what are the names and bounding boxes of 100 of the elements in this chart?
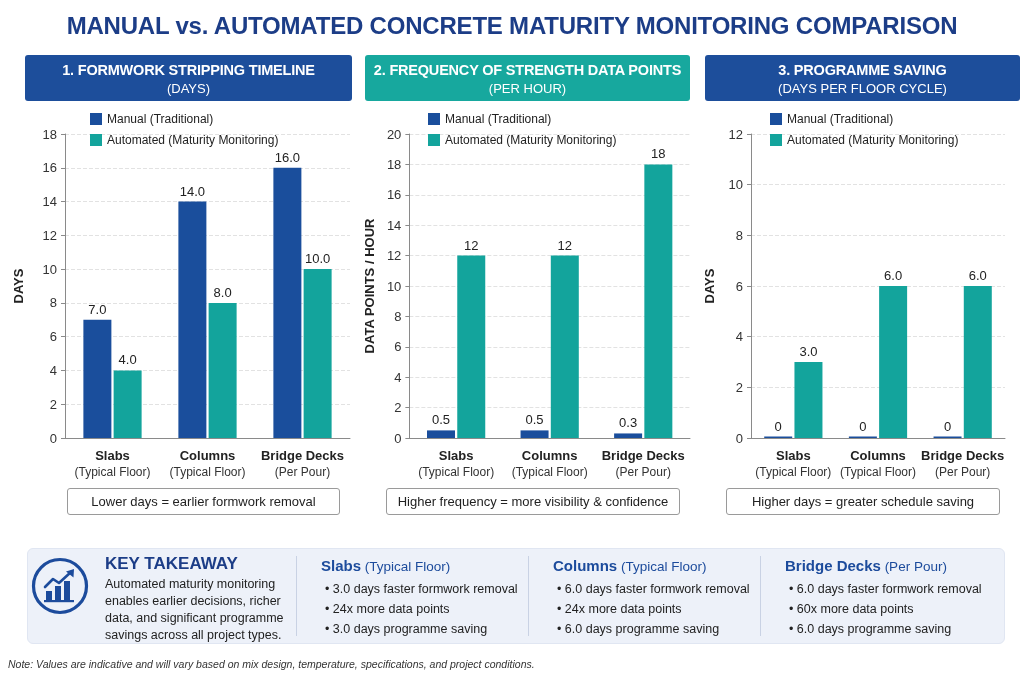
y-tick-label: 14 [42, 194, 57, 210]
bar [178, 201, 207, 438]
y-tick-label: 0 [49, 430, 57, 446]
data-label: 0 [859, 418, 867, 434]
legend-label: Manual (Traditional) [445, 112, 552, 126]
y-tick-label: 20 [386, 126, 402, 142]
text: Bridge Decks (Per Pour) [785, 557, 947, 574]
data-label: 0.5 [525, 412, 544, 428]
x-tick-label: Bridge Decks (Per Pour) [601, 448, 685, 479]
data-label: 0.3 [619, 415, 638, 431]
data-label: 4.0 [118, 352, 137, 368]
text: • 6.0 days faster formwork removal [556, 581, 751, 598]
y-tick-label: 16 [386, 187, 402, 203]
chart-subtitle: (DAYS) [165, 80, 212, 98]
y-tick-label: 6 [735, 278, 743, 294]
text: • 6.0 days programme saving [788, 621, 953, 638]
y-tick-label: 8 [394, 308, 402, 324]
y-tick-label: 8 [735, 227, 743, 243]
text: Higher frequency = more visibility & confidence [386, 488, 680, 515]
data-label: 8.0 [213, 284, 232, 300]
text: • 3.0 days programme saving [324, 621, 489, 638]
text: Note: Values are indicative and will vary based on mix design, temperature, specifications, and project conditions. [8, 658, 535, 670]
data-label: 16.0 [274, 149, 301, 165]
text: Higher days = greater schedule saving [726, 488, 1000, 515]
x-tick-label: Columns (Typical Floor) [511, 448, 588, 479]
chart-subtitle: (DAYS PER FLOOR CYCLE) [777, 80, 948, 98]
legend-label: Automated (Maturity Monitoring) [445, 133, 617, 147]
y-tick-label: 0 [394, 430, 402, 446]
bar [208, 302, 237, 438]
data-label: 10.0 [304, 251, 331, 267]
bar [794, 362, 823, 438]
y-tick-label: 4 [735, 329, 743, 345]
text: MANUAL vs. AUTOMATED CONCRETE MATURITY MONITORING COMPARISON [65, 12, 959, 40]
text: Slabs (Typical Floor) [321, 557, 451, 574]
legend-label: Manual (Traditional) [787, 112, 894, 126]
bar [550, 255, 579, 438]
data-label: 12 [464, 237, 479, 253]
legend-label: Automated (Maturity Monitoring) [787, 133, 959, 147]
chart-title: 3. PROGRAMME SAVING [777, 61, 948, 80]
chart-title: 1. FORMWORK STRIPPING TIMELINE [61, 61, 316, 80]
y-tick-label: 4 [49, 362, 57, 378]
bar [303, 269, 332, 438]
y-tick-label: 2 [49, 396, 57, 412]
y-tick-label: 2 [735, 379, 743, 395]
text: • 60x more data points [788, 601, 915, 618]
bar [644, 164, 673, 438]
y-tick-label: 12 [42, 227, 57, 243]
chart-title: 2. FREQUENCY OF STRENGTH DATA POINTS [372, 61, 683, 80]
chart-subtitle: (PER HOUR) [487, 80, 568, 98]
bar [427, 430, 456, 438]
y-tick-label: 10 [386, 278, 402, 294]
x-tick-label: Columns (Typical Floor) [839, 448, 917, 479]
y-tick-label: 16 [42, 160, 57, 176]
y-tick-label: 18 [42, 126, 57, 142]
bar [963, 286, 992, 438]
y-tick-label: 6 [394, 339, 402, 355]
y-tick-label: 14 [386, 217, 402, 233]
bar [113, 370, 142, 438]
x-tick-label: Columns (Typical Floor) [169, 448, 246, 479]
x-tick-label: Bridge Decks (Per Pour) [260, 448, 345, 479]
bar [457, 255, 486, 438]
y-tick-label: 2 [394, 400, 402, 416]
x-tick-label: Bridge Decks (Per Pour) [921, 448, 1005, 479]
text: • 3.0 days faster formwork removal [324, 581, 519, 598]
y-tick-label: 12 [386, 248, 402, 264]
y-tick-label: 4 [394, 369, 402, 385]
data-label: 0 [774, 418, 782, 434]
legend-label: Manual (Traditional) [107, 112, 214, 126]
data-label: 6.0 [884, 268, 903, 283]
y-tick-label: 0 [735, 430, 743, 446]
data-label: 0.5 [431, 412, 451, 428]
y-tick-label: 10 [42, 261, 57, 277]
text: KEY TAKEAWAY [105, 554, 238, 574]
text: • 24x more data points [556, 601, 683, 618]
data-label: 12 [557, 237, 573, 253]
text: Columns (Typical Floor) [553, 557, 707, 574]
data-label: 18 [651, 146, 666, 162]
text: Lower days = earlier formwork removal [67, 488, 340, 515]
data-label: 3.0 [799, 344, 818, 359]
x-tick-label: Slabs (Typical Floor) [74, 448, 151, 479]
bar [520, 430, 549, 438]
bar [614, 433, 643, 438]
bar [273, 167, 302, 438]
text: • 24x more data points [324, 601, 451, 618]
x-tick-label: Slabs (Typical Floor) [418, 448, 495, 479]
y-tick-label: 12 [728, 126, 743, 142]
y-tick-label: 6 [49, 329, 57, 345]
data-label: 0 [943, 418, 952, 434]
bar [83, 319, 112, 438]
bar [879, 286, 908, 438]
y-axis-title: DAYS [702, 268, 717, 304]
text: Automated maturity monitoring enables earlier decisions, richer data, and significant programme savings across all project types. [105, 576, 285, 644]
text: • 6.0 days faster formwork removal [788, 581, 983, 598]
y-tick-label: 18 [386, 156, 402, 172]
y-tick-label: 10 [728, 177, 743, 193]
y-axis-title: DAYS [11, 268, 26, 304]
y-tick-label: 8 [49, 295, 57, 311]
data-label: 6.0 [968, 268, 987, 283]
y-axis-title: DATA POINTS / HOUR [362, 217, 377, 354]
x-tick-label: Slabs (Typical Floor) [755, 448, 832, 479]
